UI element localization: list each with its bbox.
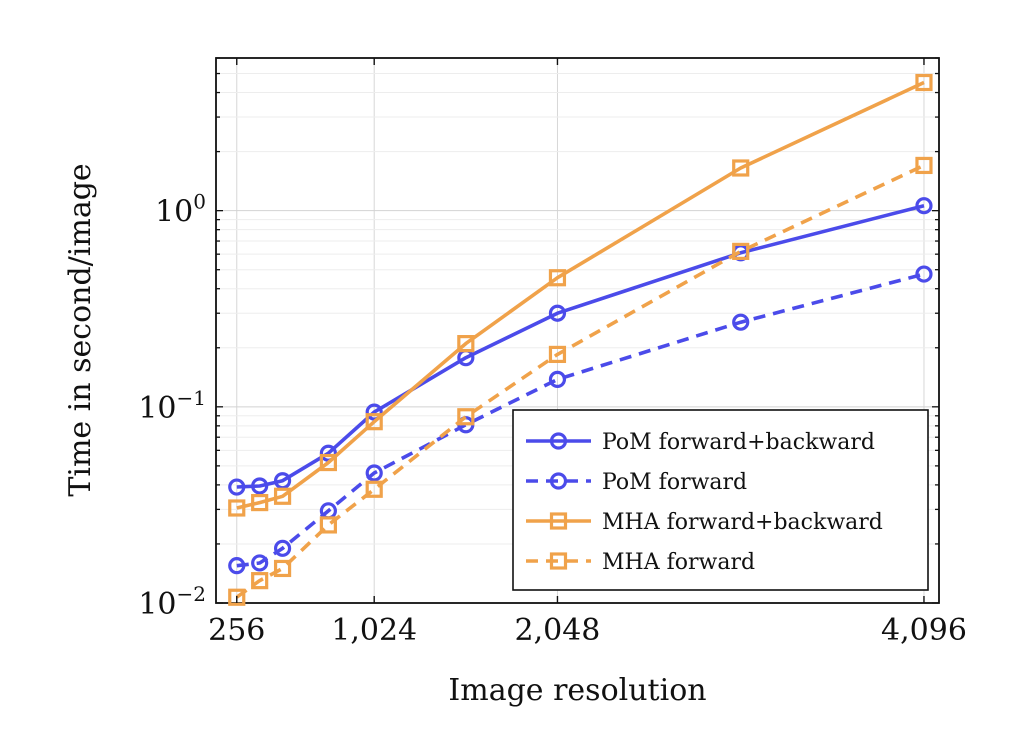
- data-point: [228, 478, 246, 496]
- data-point: [365, 413, 383, 431]
- series-line: [235, 163, 925, 599]
- legend-label: PoM forward+backward: [602, 430, 875, 455]
- data-point: [549, 472, 568, 490]
- data-point: [365, 480, 383, 498]
- data-point: [228, 588, 246, 606]
- y-tick-label: 10−2: [138, 582, 206, 622]
- data-point: [273, 487, 292, 505]
- axis-ticks: 256 1,024 2,048 4,096 10−2 10−1 100: [138, 57, 967, 648]
- data-point: [732, 242, 750, 260]
- legend-item: PoM forward+backward: [526, 430, 875, 455]
- data-point: [319, 516, 337, 534]
- series-mha-forward-backward: [228, 73, 933, 517]
- data-point: [915, 197, 933, 215]
- y-tick-label: 100: [155, 190, 206, 230]
- data-point: [549, 432, 568, 450]
- data-point: [549, 512, 568, 530]
- legend-label: PoM forward: [602, 470, 747, 495]
- data-point: [548, 345, 567, 364]
- x-tick-label: 256: [208, 613, 265, 648]
- data-point: [548, 304, 567, 322]
- x-axis-title: Image resolution: [448, 673, 706, 708]
- data-point: [228, 499, 246, 517]
- x-tick-label: 2,048: [515, 613, 601, 648]
- data-point: [457, 408, 475, 426]
- data-point: [732, 159, 750, 177]
- data-point: [251, 477, 269, 495]
- legend-item: PoM forward: [526, 470, 747, 495]
- x-tick-label: 4,096: [881, 613, 967, 648]
- data-point: [273, 559, 292, 578]
- data-point: [365, 403, 383, 421]
- x-tick-label: 1,024: [331, 613, 417, 648]
- plot-frame: [215, 57, 940, 604]
- data-point: [732, 313, 750, 331]
- legend: PoM forward+backward PoM forward MHA forwa…: [512, 409, 929, 591]
- data-point: [915, 265, 933, 283]
- series-mha-forward: [228, 156, 933, 606]
- data-point: [365, 464, 383, 482]
- legend-label: MHA forward: [602, 550, 755, 575]
- data-point: [457, 335, 475, 353]
- data-point: [251, 554, 269, 572]
- legend-label: MHA forward+backward: [602, 510, 883, 535]
- legend-item: MHA forward+backward: [526, 510, 883, 535]
- data-point: [319, 453, 337, 472]
- data-point: [915, 156, 933, 175]
- data-point: [548, 269, 567, 287]
- data-point: [548, 370, 567, 388]
- data-point: [251, 493, 269, 512]
- data-point: [251, 572, 269, 590]
- y-axis-title: Time in second/image: [63, 163, 98, 496]
- data-point: [549, 552, 568, 570]
- data-point: [273, 539, 292, 557]
- y-tick-label: 10−1: [138, 386, 206, 426]
- data-point: [915, 73, 933, 92]
- legend-item: MHA forward: [526, 550, 755, 575]
- series-group: [228, 73, 933, 606]
- data-point: [228, 557, 246, 575]
- series-line: [236, 272, 925, 568]
